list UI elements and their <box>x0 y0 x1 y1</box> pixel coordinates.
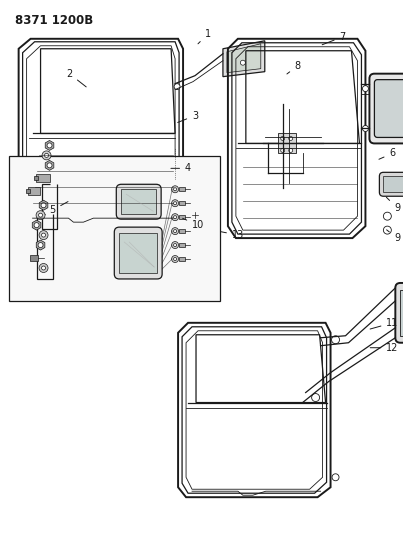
Bar <box>36 174 50 182</box>
Text: 13: 13 <box>221 230 244 240</box>
FancyBboxPatch shape <box>375 79 404 138</box>
Circle shape <box>362 86 368 92</box>
Circle shape <box>289 148 292 152</box>
Bar <box>179 229 185 233</box>
Polygon shape <box>227 44 261 72</box>
Circle shape <box>174 216 177 219</box>
Bar <box>179 187 185 191</box>
Bar <box>8 156 220 301</box>
Circle shape <box>36 211 45 220</box>
Bar <box>25 189 29 193</box>
Text: 10: 10 <box>183 219 204 230</box>
FancyBboxPatch shape <box>379 172 404 196</box>
Circle shape <box>34 223 39 228</box>
Circle shape <box>44 154 48 157</box>
Circle shape <box>42 266 46 270</box>
Circle shape <box>172 228 179 235</box>
Circle shape <box>38 243 43 247</box>
Text: 5: 5 <box>49 201 68 215</box>
Text: 1: 1 <box>198 29 211 44</box>
Circle shape <box>41 203 46 208</box>
Bar <box>27 187 40 195</box>
Circle shape <box>332 336 339 344</box>
Circle shape <box>47 143 52 148</box>
Circle shape <box>289 136 292 140</box>
Polygon shape <box>223 41 265 77</box>
FancyBboxPatch shape <box>369 74 404 143</box>
Circle shape <box>174 201 177 205</box>
Text: 7: 7 <box>322 32 346 45</box>
Bar <box>119 233 157 273</box>
Bar <box>179 243 185 247</box>
Circle shape <box>172 255 179 263</box>
Bar <box>383 176 404 192</box>
Circle shape <box>362 125 368 132</box>
Text: 3: 3 <box>178 110 198 123</box>
Circle shape <box>42 233 46 237</box>
Circle shape <box>281 136 285 140</box>
Text: 9: 9 <box>386 197 400 213</box>
FancyBboxPatch shape <box>114 227 162 279</box>
Text: 6: 6 <box>379 148 396 159</box>
Circle shape <box>39 231 48 240</box>
Circle shape <box>172 200 179 207</box>
Circle shape <box>174 230 177 232</box>
Circle shape <box>174 84 180 90</box>
Text: 12: 12 <box>370 343 399 353</box>
Circle shape <box>174 188 177 191</box>
Bar <box>278 133 296 154</box>
Circle shape <box>281 148 285 152</box>
Circle shape <box>47 163 52 168</box>
Text: 11: 11 <box>370 318 399 329</box>
Circle shape <box>38 213 42 217</box>
Bar <box>179 215 185 219</box>
Bar <box>34 176 38 180</box>
Circle shape <box>240 60 245 65</box>
Bar <box>29 255 38 261</box>
Circle shape <box>172 186 179 193</box>
Text: 2: 2 <box>66 69 86 87</box>
FancyBboxPatch shape <box>116 184 161 219</box>
Bar <box>179 201 185 205</box>
Text: 8: 8 <box>287 61 301 74</box>
Circle shape <box>174 244 177 247</box>
FancyBboxPatch shape <box>396 283 404 343</box>
Circle shape <box>172 241 179 248</box>
Circle shape <box>311 393 320 401</box>
Circle shape <box>172 214 179 221</box>
Bar <box>400 290 404 336</box>
Circle shape <box>42 151 51 160</box>
Bar <box>121 189 156 214</box>
Text: 4: 4 <box>171 163 191 173</box>
Circle shape <box>39 263 48 272</box>
Text: 8371 1200B: 8371 1200B <box>15 14 93 27</box>
Circle shape <box>174 257 177 261</box>
Bar <box>179 257 185 261</box>
Text: 9: 9 <box>387 230 400 243</box>
